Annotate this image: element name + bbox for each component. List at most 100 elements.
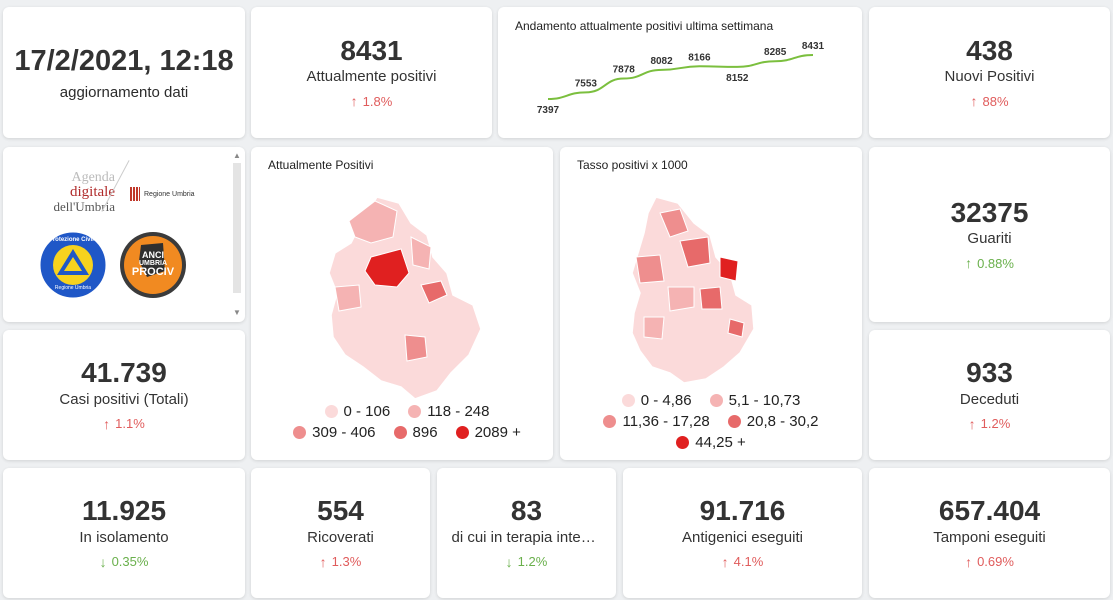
anci-line2: UMBRIA: [139, 260, 167, 267]
update-datetime: 17/2/2021, 12:18: [14, 44, 234, 77]
delta-value: 4.1%: [733, 554, 764, 570]
update-label: aggiornamento dati: [59, 83, 189, 101]
regione-label: Regione Umbria: [144, 190, 195, 198]
arrow-up-icon: ↑: [103, 415, 111, 432]
arrow-down-icon: ↓: [505, 553, 513, 570]
legend-item: 2089 +: [455, 424, 521, 441]
anci-line3: PROCIV: [131, 266, 175, 278]
agenda-digitale-logo: Agenda digitale dell'Umbria: [19, 170, 115, 214]
trend-point-label: 8152: [726, 73, 749, 84]
guariti-value: 32375: [950, 196, 1029, 228]
ricoverati-card: 554 Ricoverati ↑ 1.3%: [251, 468, 430, 598]
guariti-label: Guariti: [967, 230, 1012, 248]
ricoverati-label: Ricoverati: [307, 528, 374, 546]
legend-swatch: [455, 426, 469, 439]
legend-label: 20,8 - 30,2: [746, 413, 819, 430]
terapia-value: 83: [510, 495, 543, 527]
legend-item: 20,8 - 30,2: [727, 413, 819, 430]
legend-swatch: [676, 436, 690, 449]
casi-totali-delta: ↑ 1.1%: [103, 416, 145, 432]
trend-chart-title: Andamento attualmente positivi ultima se…: [515, 19, 774, 33]
map-positivi-card: Attualmente Positivi 0 - 106 118 - 248 309…: [251, 147, 553, 460]
legend-item: 11,36 - 17,28: [603, 413, 710, 430]
deceduti-delta: ↑ 1.2%: [969, 416, 1011, 432]
deceduti-label: Deceduti: [959, 390, 1020, 408]
agenda-line2: digitale: [70, 184, 115, 200]
delta-value: 88%: [982, 93, 1009, 109]
delta-value: 1.2%: [980, 416, 1011, 432]
arrow-up-icon: ↑: [721, 553, 729, 570]
deceduti-value: 933: [966, 357, 1013, 389]
legend-swatch: [603, 415, 617, 428]
legend-swatch: [393, 426, 407, 439]
isolamento-label: In isolamento: [79, 528, 169, 546]
terapia-label: di cui in terapia intensiva: [451, 528, 602, 546]
terapia-card: 83 di cui in terapia intensiva ↓ 1.2%: [437, 468, 616, 598]
isolamento-delta: ↓ 0.35%: [100, 554, 149, 570]
anci-line1: ANCI: [142, 250, 164, 260]
protezione-civile-logo: [39, 231, 107, 299]
antigenici-label: Antigenici eseguiti: [682, 528, 803, 546]
umbria-map-tasso[interactable]: [560, 177, 862, 397]
regione-emblem-icon: [130, 187, 140, 201]
tamponi-label: Tamponi eseguiti: [933, 528, 1046, 546]
trend-point-label: 8166: [688, 52, 711, 63]
scroll-down-arrow-icon[interactable]: ▼: [233, 308, 241, 317]
legend-swatch: [293, 426, 307, 439]
trend-point-label: 7553: [575, 78, 598, 89]
agenda-line1: Agenda: [71, 170, 115, 185]
nuovi-positivi-label: Nuovi Positivi: [944, 68, 1035, 86]
legend-label: 896: [412, 424, 438, 441]
scroll-up-arrow-icon[interactable]: ▲: [233, 151, 241, 160]
map-tasso-legend: 0 - 4,86 5,1 - 10,73 11,36 - 17,28 20,8 - 3…: [580, 392, 842, 451]
protezione-sublabel: Regione Umbria: [54, 285, 92, 291]
trend-point-label: 8431: [802, 41, 825, 52]
arrow-up-icon: ↑: [350, 93, 358, 110]
tamponi-value: 657.404: [938, 495, 1041, 527]
legend-item: 44,25 +: [676, 434, 746, 451]
arrow-down-icon: ↓: [99, 553, 107, 570]
legend-label: 11,36 - 17,28: [622, 413, 710, 430]
legend-label: 309 - 406: [312, 424, 376, 441]
legend-item: 5,1 - 10,73: [709, 392, 800, 409]
agenda-line3: dell'Umbria: [53, 199, 115, 214]
trend-point-label: 8285: [764, 47, 787, 58]
attualmente-positivi-label: Attualmente positivi: [306, 68, 437, 86]
legend-swatch: [709, 394, 723, 407]
deceduti-card: 933 Deceduti ↑ 1.2%: [869, 330, 1110, 460]
tamponi-card: 657.404 Tamponi eseguiti ↑ 0.69%: [869, 468, 1110, 598]
map-positivi-title: Attualmente Positivi: [268, 158, 374, 172]
logos-card: Agenda digitale dell'Umbria Regione Umbr…: [3, 147, 245, 322]
antigenici-value: 91.716: [699, 495, 786, 527]
trend-point-label: 8082: [650, 56, 673, 67]
logos-scrollbar[interactable]: ▲ ▼: [231, 151, 243, 318]
terapia-delta: ↓ 1.2%: [506, 554, 548, 570]
trend-chart-card: Andamento attualmente positivi ultima se…: [498, 7, 862, 138]
map-tasso-title: Tasso positivi x 1000: [577, 158, 688, 172]
legend-label: 0 - 106: [343, 403, 391, 420]
umbria-map-positivi[interactable]: [251, 177, 553, 417]
attualmente-positivi-card: 8431 Attualmente positivi ↑ 1.8%: [251, 7, 492, 138]
antigenici-card: 91.716 Antigenici eseguiti ↑ 4.1%: [623, 468, 862, 598]
legend-label: 44,25 +: [695, 434, 746, 451]
attualmente-positivi-value: 8431: [340, 34, 403, 66]
trend-point-label: 7878: [613, 65, 636, 76]
trend-line: [547, 54, 814, 100]
trend-chart: 7397 7553 7878 8082 8166 8152 8285 8431: [537, 41, 825, 116]
antigenici-delta: ↑ 4.1%: [722, 554, 764, 570]
isolamento-card: 11.925 In isolamento ↓ 0.35%: [3, 468, 245, 598]
casi-totali-label: Casi positivi (Totali): [59, 390, 189, 408]
protezione-label: Protezione Civile: [48, 237, 98, 243]
tamponi-delta: ↑ 0.69%: [965, 554, 1014, 570]
scrollbar-track[interactable]: [233, 163, 241, 293]
delta-value: 0.35%: [111, 554, 149, 570]
isolamento-value: 11.925: [81, 495, 167, 527]
arrow-up-icon: ↑: [970, 93, 978, 110]
guariti-delta: ↑ 0.88%: [965, 255, 1014, 271]
legend-item: 118 - 248: [408, 403, 489, 420]
legend-item: 0 - 4,86: [621, 392, 692, 409]
legend-item: 896: [393, 424, 438, 441]
legend-swatch: [408, 405, 422, 418]
legend-label: 118 - 248: [427, 403, 490, 420]
nuovi-positivi-value: 438: [966, 34, 1013, 66]
